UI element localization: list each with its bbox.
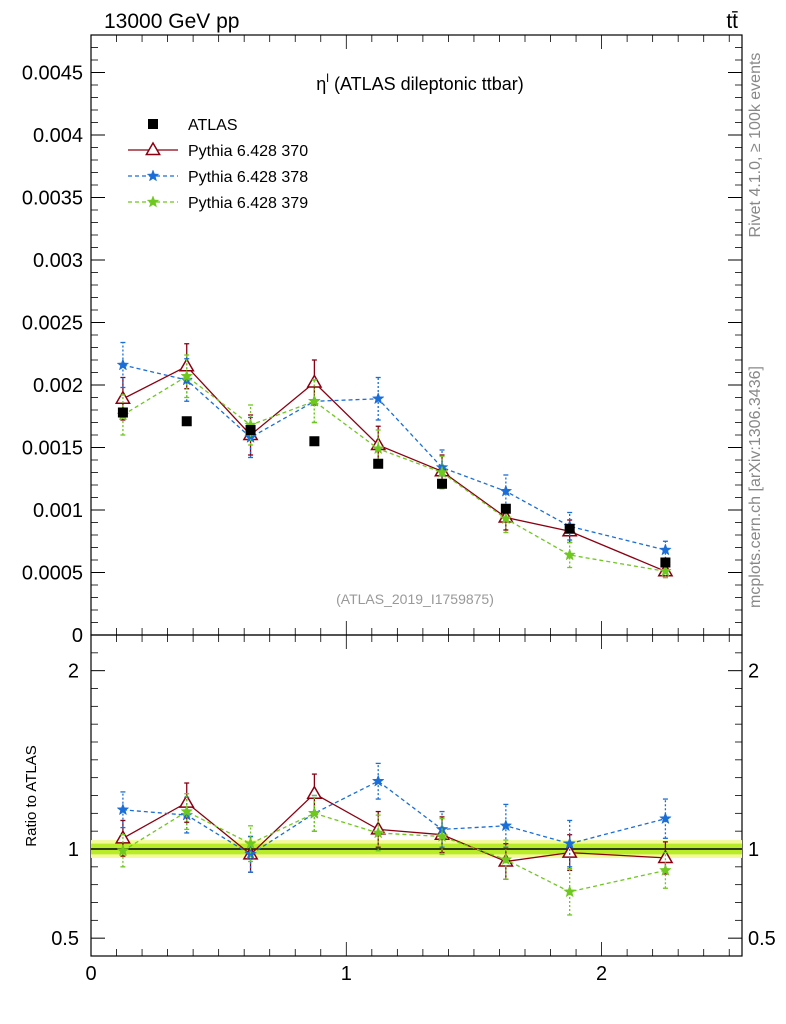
ratio-y-tick-label-right: 1	[748, 839, 759, 861]
series-2-point	[659, 564, 672, 577]
series-2-point	[563, 548, 577, 561]
series-1-point	[659, 543, 672, 556]
series-2-line	[122, 375, 666, 572]
y-tick-label: 0.003	[33, 250, 83, 272]
y-tick-label: 0	[72, 625, 83, 647]
ratio-ylabel: Ratio to ATLAS	[23, 745, 40, 846]
ratio-series-2-point	[659, 863, 672, 876]
ratio-y-tick-label-right: 2	[748, 661, 759, 683]
y-tick-label: 0.0015	[22, 438, 83, 460]
series-2-point	[435, 465, 449, 478]
title-superscript: l	[326, 71, 329, 85]
main-data-layer	[117, 407, 671, 568]
series-1-line	[122, 364, 666, 551]
header-process-label: tt̄	[726, 10, 738, 33]
data-point	[117, 407, 128, 418]
y-tick-label: 0.0045	[22, 63, 83, 85]
ratio-y-tick-label: 2	[68, 661, 79, 683]
data-point	[437, 478, 448, 489]
ratio-series-2-point	[116, 844, 130, 857]
legend-label-0: Pythia 6.428 370	[188, 143, 308, 160]
legend-marker-0	[145, 141, 161, 156]
ratio-series-2-point	[435, 829, 449, 842]
data-point	[564, 523, 575, 534]
y-tick-label: 0.001	[33, 500, 83, 522]
data-point	[181, 416, 192, 427]
data-point	[500, 503, 511, 514]
ratio-y-tick-label-right: 0.5	[748, 928, 776, 950]
y-tick-label: 0.002	[33, 375, 83, 397]
ratio-series-layer	[114, 762, 674, 916]
ratio-series-2-point	[308, 806, 321, 819]
ratio-panel	[90, 634, 743, 957]
ratio-y-tick-label: 0.5	[51, 928, 79, 950]
series-1-point	[499, 484, 513, 497]
ratio-series-1-point	[499, 819, 513, 832]
analysis-id-label: (ATLAS_2019_I1759875)	[336, 591, 494, 607]
x-tick-labels: 0 1 2	[85, 963, 607, 985]
legend-label-1: Pythia 6.428 378	[188, 169, 308, 186]
ratio-series-2-point	[563, 885, 577, 898]
series-0-line	[122, 365, 666, 572]
header-energy-label: 13000 GeV pp	[104, 10, 239, 33]
ratio-frame	[90, 634, 743, 957]
ratio-series-1-point	[116, 803, 130, 816]
ratio-series-1-point	[659, 811, 672, 825]
y-tick-label: 0.0005	[22, 563, 83, 585]
ratio-series-1-point	[563, 836, 577, 850]
ratio-axis-ticks: 0.5 0.5 1 1 2 2	[51, 635, 776, 956]
legend: ATLAS Pythia 6.428 370 Pythia 6.428 378 Pyt…	[128, 117, 308, 212]
ratio-series-2-point	[244, 836, 257, 850]
series-1-point	[371, 392, 385, 405]
legend-data-label: ATLAS	[188, 117, 238, 134]
x-tick-label: 0	[85, 963, 96, 985]
legend-label-2: Pythia 6.428 379	[188, 195, 308, 212]
mcplots-label: mcplots.cern.ch [arXiv:1306.3436]	[747, 366, 764, 608]
title-suffix: (ATLAS dileptonic ttbar)	[329, 74, 524, 94]
series-2-point	[180, 369, 194, 382]
y-tick-label: 0.0025	[22, 313, 83, 335]
data-point	[660, 557, 671, 568]
ratio-series-1-point	[371, 774, 385, 787]
title-symbol: η	[316, 74, 326, 94]
data-point	[245, 425, 256, 435]
x-tick-label: 2	[596, 963, 607, 985]
series-2-point	[371, 442, 385, 455]
chart-title: ηl (ATLAS dileptonic ttbar)	[316, 71, 523, 94]
legend-data-marker	[148, 119, 158, 129]
main-series-layer	[114, 341, 674, 579]
ratio-series-2-point	[499, 852, 513, 866]
data-point	[373, 458, 384, 469]
ratio-series-2-point	[180, 804, 194, 817]
series-2-point	[499, 512, 513, 525]
data-point	[309, 436, 320, 447]
ratio-series-2-point	[371, 826, 385, 839]
ratio-y-tick-label: 1	[68, 839, 79, 861]
y-tick-label: 0.004	[33, 125, 83, 147]
main-axis-ticks: 0 0.0005 0.001 0.0015 0.002 0.0025 0.003 0.0035…	[22, 34, 742, 647]
rivet-version-label: Rivet 4.1.0, ≥ 100k events	[747, 53, 764, 238]
legend-marker-1	[146, 169, 160, 182]
x-tick-label: 1	[341, 963, 352, 985]
y-tick-label: 0.0035	[22, 188, 83, 210]
legend-marker-2	[146, 195, 160, 208]
ratio-series-0-point	[306, 785, 323, 800]
series-2-point	[308, 394, 321, 407]
series-1-point	[116, 358, 130, 371]
series-1-point	[180, 373, 194, 386]
